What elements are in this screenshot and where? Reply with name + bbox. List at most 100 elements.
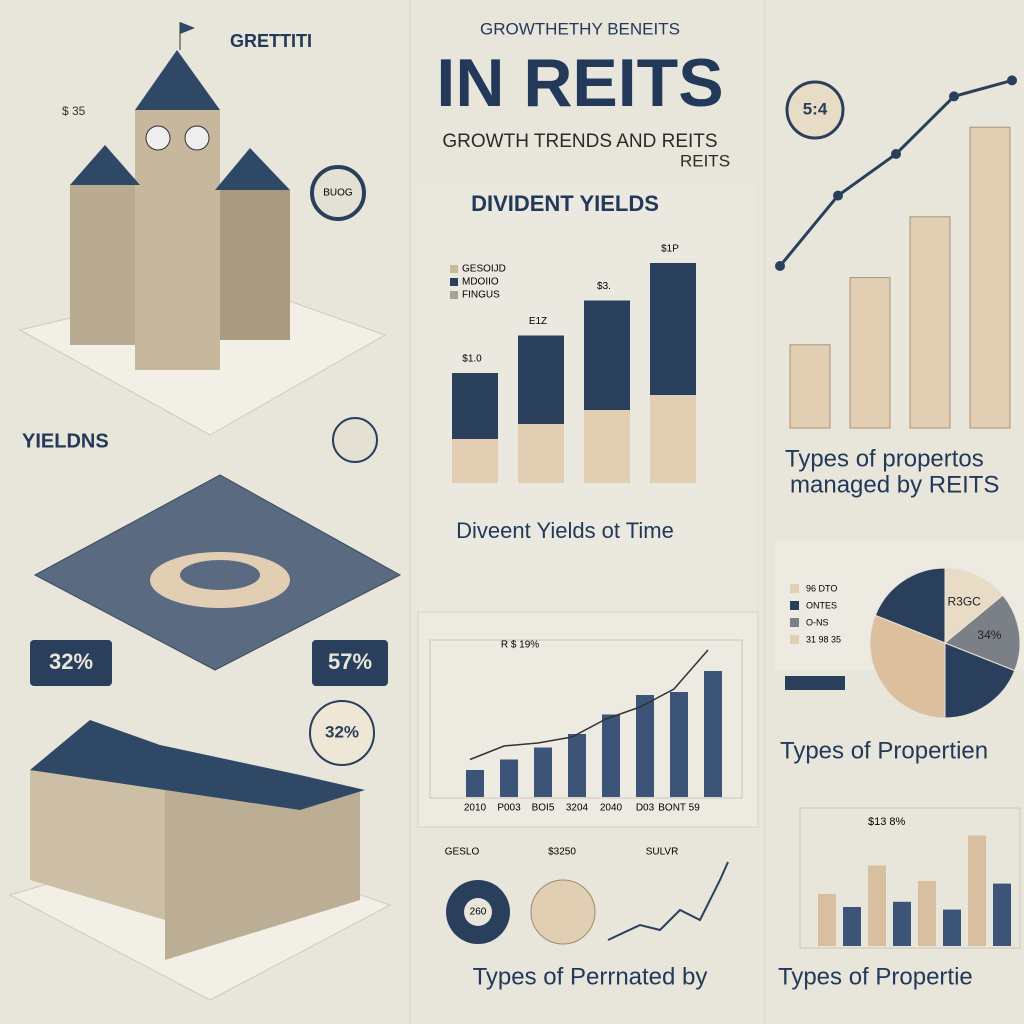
bar: [670, 692, 688, 797]
pie-slice: [944, 642, 1016, 719]
bar: [466, 770, 484, 797]
bar: [843, 907, 861, 946]
bar: [943, 909, 961, 946]
trend-point: [775, 261, 785, 271]
legend-swatch: [790, 601, 799, 610]
legend-swatch: [450, 291, 458, 299]
building-illustration: [8, 720, 392, 1001]
trend-point: [1007, 75, 1017, 86]
badge-text: 5:4: [803, 99, 828, 118]
badge-text: 32%: [325, 722, 359, 741]
bar: [893, 901, 911, 946]
slice-label: R3GC: [947, 594, 981, 608]
annotation: R $ 19%: [501, 640, 539, 651]
chart-title: DIVIDENT YIELDS: [471, 191, 659, 216]
sparkline: [607, 861, 729, 941]
section-title: Types of Perrnated by: [473, 963, 708, 990]
bar: [918, 881, 936, 946]
pin-label: BUOG: [323, 188, 353, 199]
plot-frame: [799, 807, 1021, 949]
annotation: $13 8%: [868, 816, 906, 828]
trend-point: [891, 149, 901, 159]
growth-line: [469, 649, 709, 761]
legend-swatch: [790, 635, 799, 644]
x-tick-label: 2040: [600, 803, 623, 814]
donut-label: 260: [470, 907, 487, 918]
badge: [785, 80, 845, 140]
legend-bar: [785, 676, 845, 690]
bar: [568, 734, 586, 797]
badge: [309, 700, 375, 766]
bar: [849, 277, 891, 429]
slice-label: 34%: [977, 628, 1001, 642]
label: GESLO: [445, 847, 480, 858]
legend-label: FINGUS: [462, 290, 500, 301]
legend-label: 96 DTO: [806, 583, 837, 593]
label: $3250: [548, 847, 576, 858]
badge: [30, 640, 112, 686]
pie-slice: [874, 567, 946, 644]
building-illustration: [18, 22, 387, 436]
donut: [530, 879, 596, 945]
bar: [534, 747, 552, 797]
bar-base: [452, 439, 498, 483]
bar: [968, 835, 986, 946]
note: $ 35: [62, 104, 86, 118]
bar: [789, 344, 831, 429]
bar-label: E1Z: [529, 316, 547, 327]
section-title: Types of propertos: [785, 445, 984, 472]
x-tick-label: 3204: [566, 803, 589, 814]
bar-base: [584, 410, 630, 483]
chart-caption: Diveent Yields ot Time: [456, 518, 674, 543]
bar-label: $1.0: [462, 354, 482, 365]
pin: [310, 165, 366, 221]
section-title: Types of Propertie: [778, 963, 973, 990]
section-title: managed by REITS: [790, 471, 999, 498]
pie-slice: [944, 567, 1004, 645]
bar-label: $3.: [597, 281, 611, 292]
x-tick-label: 2010: [464, 803, 487, 814]
legend-label: 31 98 35: [806, 634, 841, 644]
legend-label: O-NS: [806, 617, 829, 627]
subtitle: REITS: [680, 151, 730, 170]
kicker: GROWTHETHY BENEITS: [480, 19, 680, 38]
x-tick-label: P003: [497, 803, 521, 814]
bar: [993, 883, 1011, 946]
plot-frame: [429, 639, 743, 799]
subtitle: GROWTH TRENDS AND REITS: [442, 131, 717, 152]
bar-base: [518, 424, 564, 483]
bar: [500, 759, 518, 797]
legend-swatch: [790, 584, 799, 593]
x-tick-label: BONT 59: [658, 803, 700, 814]
bar-base: [650, 395, 696, 483]
bar-label: $1P: [661, 244, 679, 255]
label: SULVR: [646, 847, 679, 858]
bar: [636, 695, 654, 797]
badge-text: 32%: [49, 649, 93, 674]
legend-swatch: [450, 265, 458, 273]
section-title: Types of Propertien: [780, 737, 988, 764]
badge-text: 57%: [328, 649, 372, 674]
section-label: YIELDNS: [22, 430, 109, 452]
bar: [818, 894, 836, 946]
bar: [704, 671, 722, 797]
trend-point: [833, 190, 843, 201]
x-tick-label: D03: [636, 803, 655, 814]
trend-point: [949, 91, 959, 102]
pie-slice: [944, 594, 1021, 672]
legend-label: ONTES: [806, 600, 837, 610]
pie-slice: [869, 614, 946, 719]
badge: [312, 640, 388, 686]
bar: [969, 126, 1011, 429]
heading: GRETTITI: [230, 31, 312, 51]
map-illustration: [33, 417, 402, 671]
bar: [909, 216, 951, 429]
bar: [868, 865, 886, 946]
donut-hole: [464, 898, 492, 926]
legend-swatch: [790, 618, 799, 627]
legend-swatch: [450, 278, 458, 286]
legend-label: MDOIIO: [462, 277, 499, 288]
legend-label: GESOIJD: [462, 264, 506, 275]
title: IN REITS: [436, 45, 723, 121]
